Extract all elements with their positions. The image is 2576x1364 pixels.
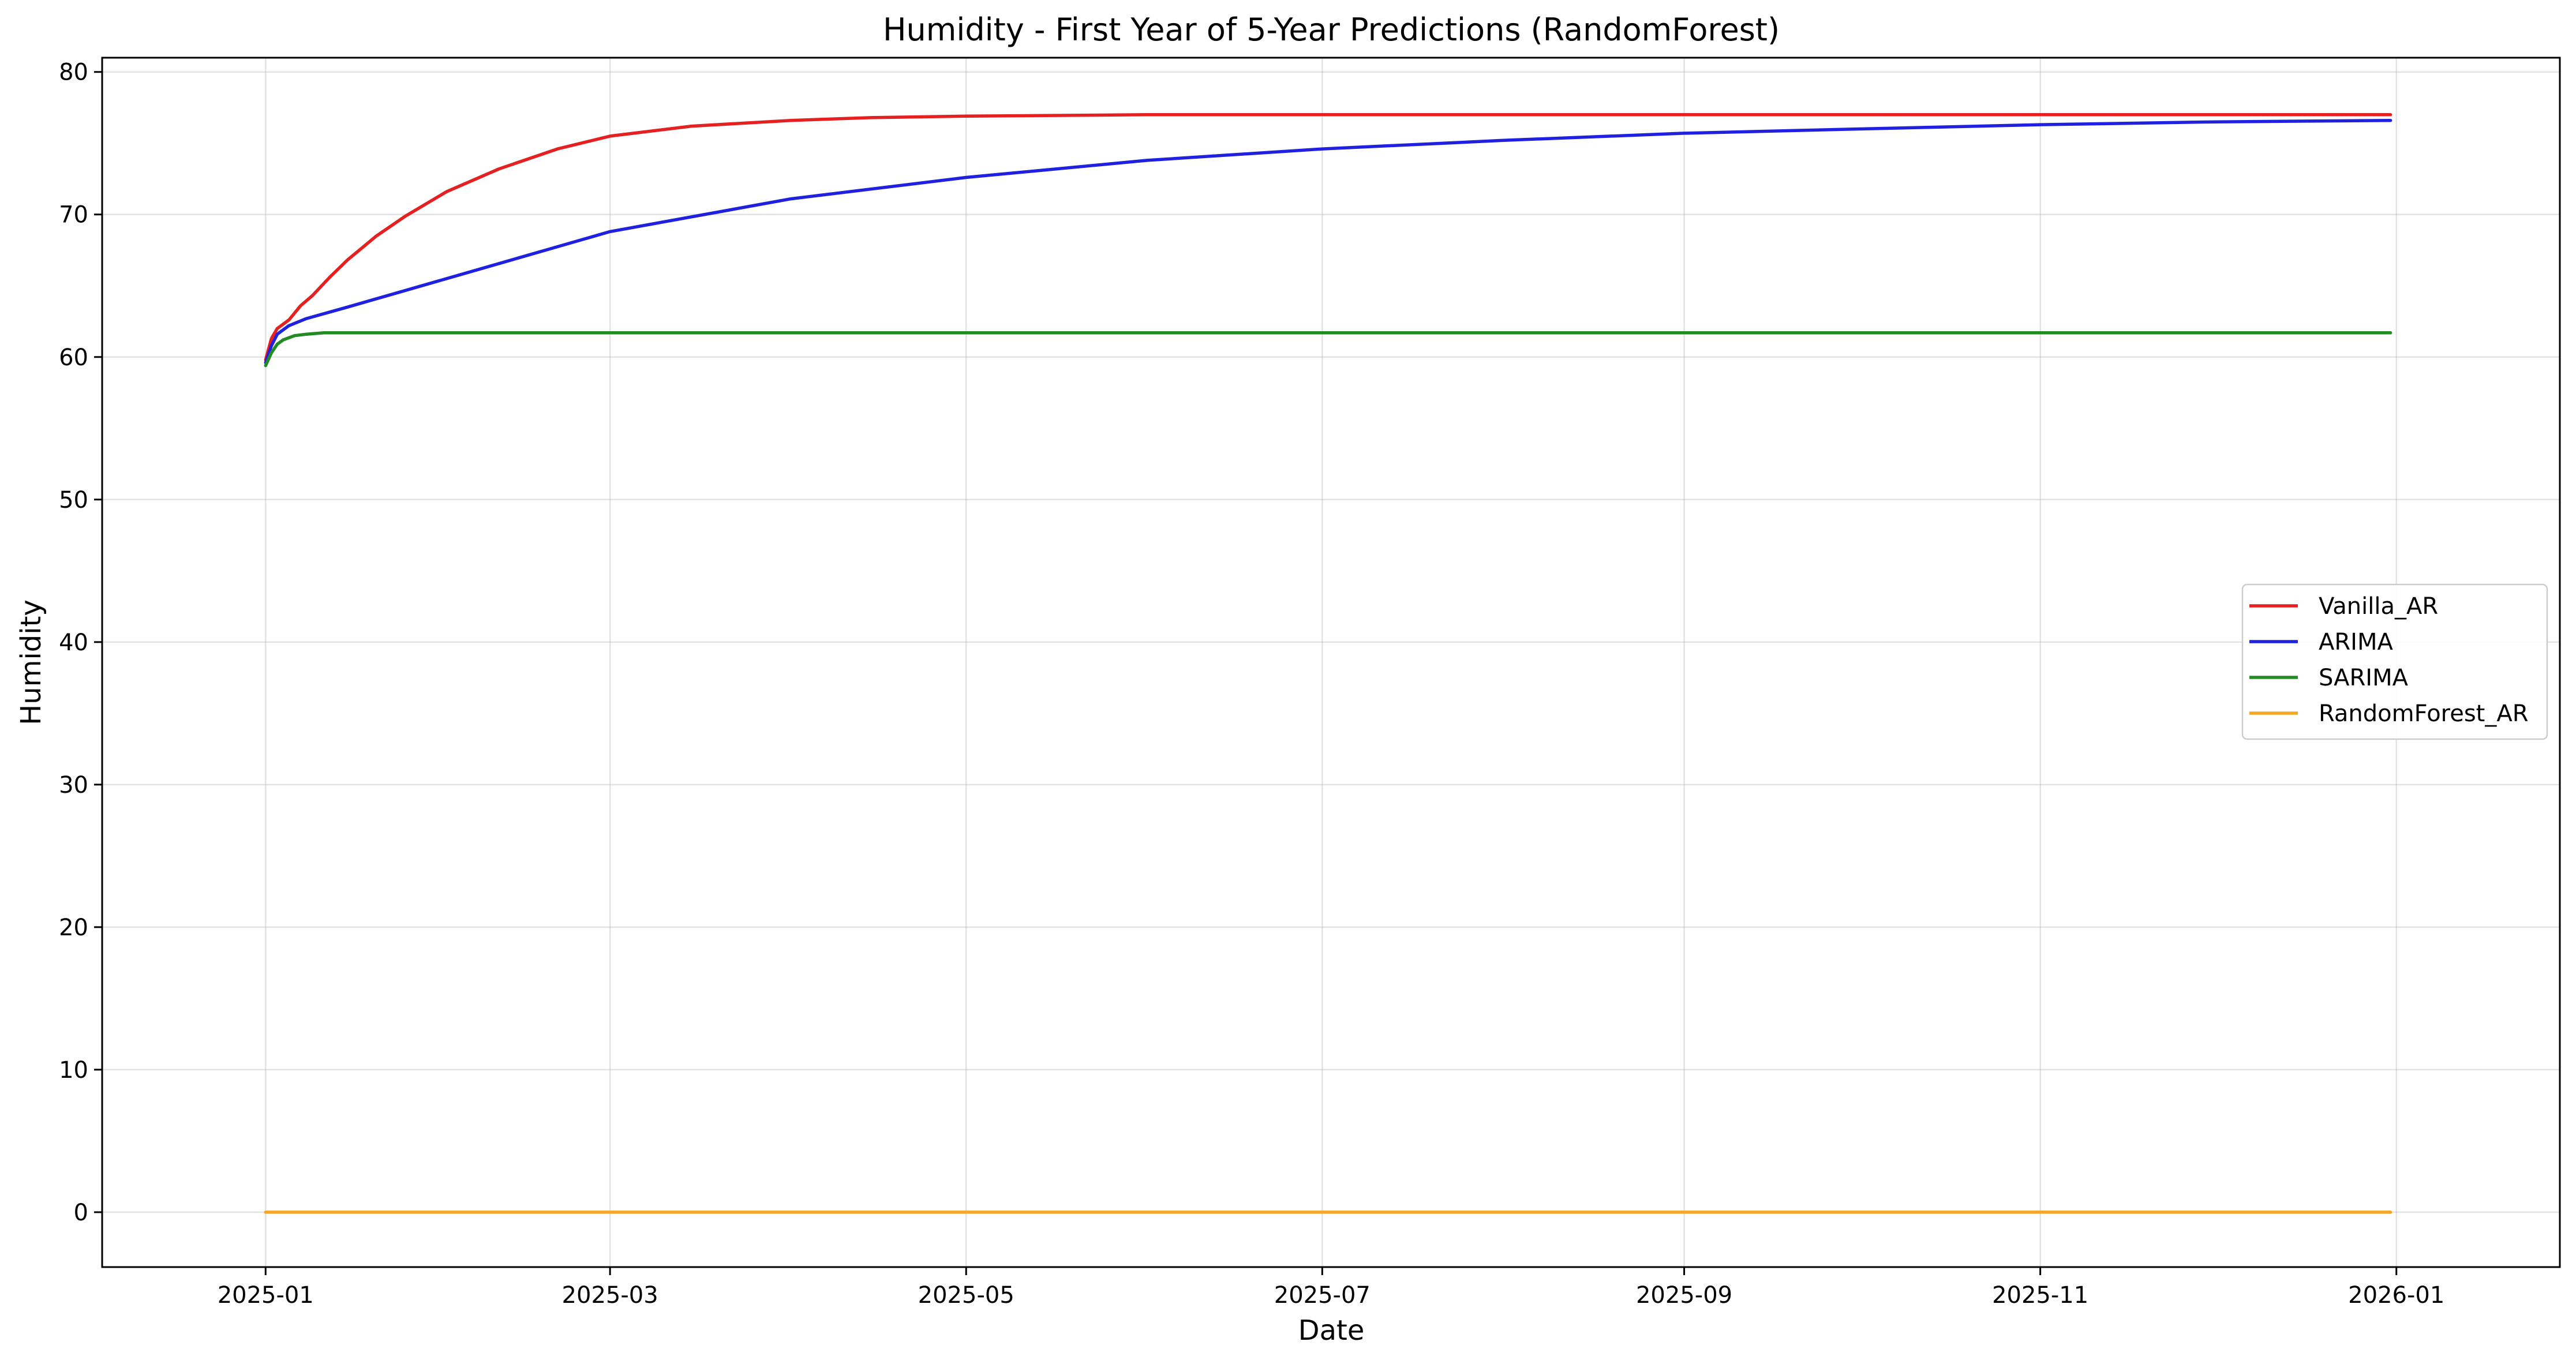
- y-tick-label: 0: [74, 1200, 88, 1226]
- series-line-sarima: [264, 331, 2392, 368]
- legend-label: Vanilla_AR: [2319, 593, 2438, 620]
- chart-title: Humidity - First Year of 5-Year Predicti…: [883, 12, 1780, 48]
- legend-label: SARIMA: [2319, 665, 2409, 691]
- y-tick-label: 20: [59, 915, 88, 941]
- x-tick-label: 2025-09: [1636, 1282, 1732, 1309]
- x-tick-label: 2025-07: [1274, 1282, 1371, 1309]
- y-tick-label: 80: [59, 59, 88, 86]
- y-tick-label: 60: [59, 344, 88, 371]
- y-tick-label: 10: [59, 1057, 88, 1084]
- y-tick-label: 40: [59, 629, 88, 656]
- x-axis-ticks: 2025-01 2025-03 2025-05 2025-07 2025-09 2025-…: [218, 1267, 2444, 1309]
- legend: Vanilla_AR ARIMA SARIMA RandomForest_AR: [2241, 583, 2548, 740]
- series-line-vanilla-ar: [264, 113, 2392, 362]
- x-tick-label: 2025-03: [562, 1282, 658, 1309]
- x-axis-label: Date: [1298, 1314, 1365, 1347]
- grid-lines: [102, 58, 2560, 1267]
- x-tick-label: 2026-01: [2348, 1282, 2444, 1309]
- y-axis-label: Humidity: [15, 599, 47, 725]
- x-tick-label: 2025-01: [218, 1282, 314, 1309]
- legend-label: ARIMA: [2319, 629, 2393, 655]
- series-layer: [264, 113, 2392, 1214]
- x-tick-label: 2025-05: [918, 1282, 1014, 1309]
- y-tick-label: 70: [59, 202, 88, 228]
- y-axis-ticks: 0 10 20 30 40 50 60 70 80: [59, 59, 102, 1226]
- x-tick-label: 2025-11: [1992, 1282, 2088, 1309]
- series-line-arima: [264, 118, 2392, 365]
- y-tick-label: 30: [59, 772, 88, 799]
- y-tick-label: 50: [59, 487, 88, 514]
- legend-box: [2241, 583, 2548, 740]
- legend-label: RandomForest_AR: [2319, 700, 2529, 727]
- plot-frame: [101, 57, 2561, 1268]
